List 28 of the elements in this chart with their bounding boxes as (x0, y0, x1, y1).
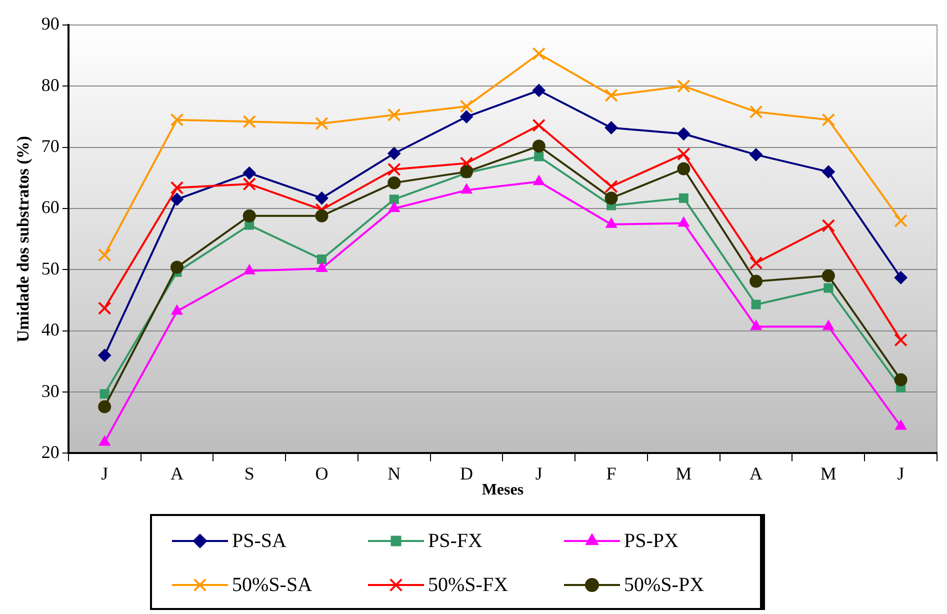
legend-label: 50%S-PX (624, 573, 704, 597)
legend-label: PS-PX (624, 529, 678, 553)
legend-label: 50%S-FX (428, 573, 508, 597)
x-tick-label: S (244, 464, 254, 484)
y-axis-title: Umidade dos substratos (%) (14, 136, 33, 342)
y-tick-label: 50 (41, 258, 60, 278)
x-tick-label: J (535, 464, 542, 484)
y-tick-label: 60 (41, 197, 60, 218)
x-tick-label: J (101, 464, 108, 484)
x-tick-label: J (897, 464, 904, 484)
x-tick-label: F (606, 464, 616, 484)
y-tick-label: 70 (41, 136, 60, 156)
x-axis-title: Meses (482, 482, 524, 499)
legend-label: PS-SA (232, 529, 286, 553)
y-tick-label: 90 (41, 14, 60, 34)
x-tick-label: M (820, 464, 836, 484)
legend-label: 50%S-SA (232, 573, 312, 597)
x-tick-label: O (315, 464, 328, 484)
x-tick-label: A (170, 464, 184, 484)
x-tick-label: D (460, 464, 474, 484)
x-tick-label: M (676, 464, 692, 484)
x-tick-label: N (388, 464, 401, 484)
x-tick-label: A (750, 464, 763, 484)
legend-label: PS-FX (428, 529, 482, 553)
y-tick-label: 80 (41, 74, 60, 95)
y-tick-label: 30 (41, 380, 60, 401)
y-tick-label: 20 (41, 442, 60, 462)
y-tick-label: 40 (41, 320, 60, 340)
